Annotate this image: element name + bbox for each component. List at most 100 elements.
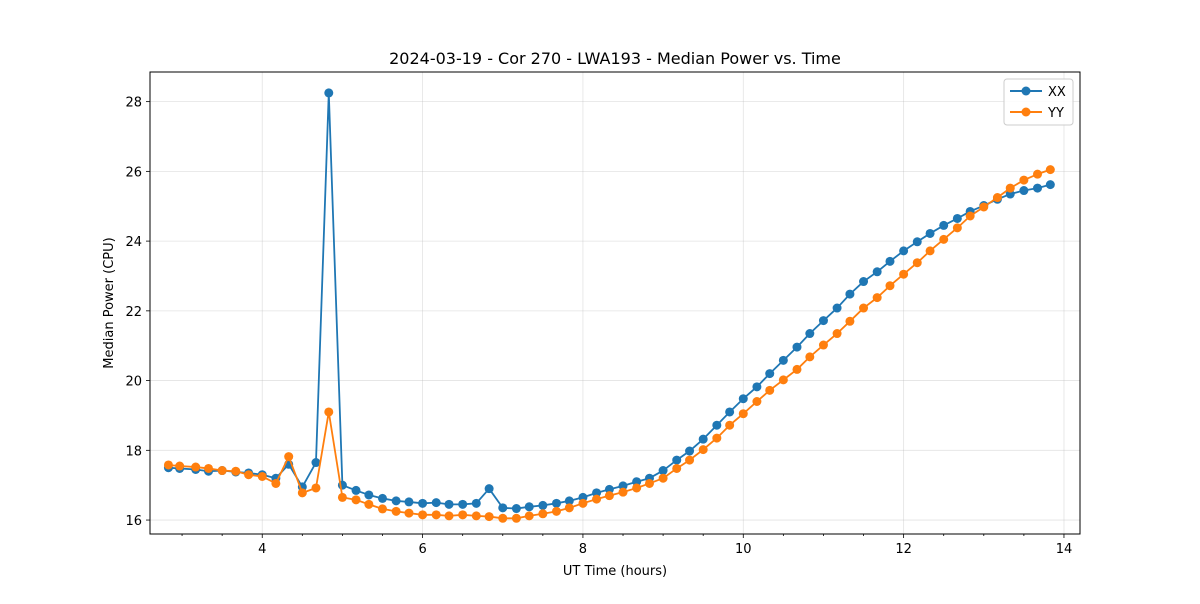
x-tick-label-3: 10 xyxy=(735,542,752,557)
data-point-xx-65 xyxy=(1033,183,1043,193)
data-point-xx-11 xyxy=(311,458,321,468)
x-tick-label-1: 6 xyxy=(418,542,426,557)
y-tick-label-4: 24 xyxy=(125,235,142,250)
y-axis-label: Median Power (CPU) xyxy=(102,237,117,368)
data-point-xx-47 xyxy=(792,342,802,352)
data-point-xx-49 xyxy=(818,316,828,326)
data-point-yy-29 xyxy=(551,506,561,516)
data-point-yy-42 xyxy=(725,420,735,430)
data-point-xx-41 xyxy=(712,420,722,430)
data-point-xx-24 xyxy=(484,484,494,494)
data-point-xx-57 xyxy=(925,228,935,238)
data-point-xx-59 xyxy=(952,213,962,223)
data-point-yy-51 xyxy=(845,316,855,326)
data-point-yy-38 xyxy=(672,463,682,473)
data-point-xx-21 xyxy=(444,499,454,509)
legend: XX YY xyxy=(1003,78,1074,126)
data-point-xx-34 xyxy=(618,481,628,491)
data-point-yy-48 xyxy=(805,352,815,362)
data-point-xx-29 xyxy=(551,498,561,508)
chart-title: 2024-03-19 - Cor 270 - LWA193 - Median P… xyxy=(389,49,841,68)
y-tick-label-3: 22 xyxy=(125,305,142,320)
data-point-yy-66 xyxy=(1045,165,1055,175)
data-point-yy-56 xyxy=(912,258,922,268)
data-point-xx-56 xyxy=(912,237,922,247)
data-point-yy-1 xyxy=(175,461,185,471)
data-point-yy-17 xyxy=(391,506,401,516)
data-point-yy-62 xyxy=(992,193,1002,203)
data-point-xx-33 xyxy=(604,484,614,494)
legend-marker-yy xyxy=(1021,107,1031,117)
data-point-xx-14 xyxy=(351,485,361,495)
data-point-yy-45 xyxy=(765,385,775,395)
data-point-xx-44 xyxy=(752,382,762,392)
x-axis-label: UT Time (hours) xyxy=(563,564,667,579)
data-point-yy-50 xyxy=(832,329,842,339)
data-point-xx-45 xyxy=(765,369,775,379)
data-point-yy-26 xyxy=(511,513,521,523)
data-point-xx-52 xyxy=(859,277,869,287)
data-point-yy-16 xyxy=(378,504,387,514)
data-point-yy-12 xyxy=(324,407,334,417)
y-tick-label-0: 16 xyxy=(125,514,142,529)
data-point-yy-4 xyxy=(217,466,227,476)
data-point-yy-43 xyxy=(738,409,748,419)
data-point-yy-27 xyxy=(524,511,534,521)
data-point-yy-31 xyxy=(578,498,588,508)
data-point-xx-15 xyxy=(364,490,374,500)
data-point-yy-59 xyxy=(952,223,962,233)
data-point-xx-18 xyxy=(404,497,414,507)
data-point-yy-53 xyxy=(872,293,882,303)
data-point-yy-58 xyxy=(939,234,949,244)
tick-layer: 4 6 8 10 12 14 16 18 20 22 24 26 28 xyxy=(125,96,1072,557)
data-point-yy-20 xyxy=(431,510,441,520)
legend-marker-xx xyxy=(1021,86,1031,96)
data-point-yy-5 xyxy=(231,466,241,476)
data-point-yy-41 xyxy=(712,433,722,443)
data-point-xx-39 xyxy=(685,446,695,456)
data-point-xx-25 xyxy=(498,503,508,513)
x-tick-label-4: 12 xyxy=(895,542,912,557)
data-point-yy-49 xyxy=(818,340,828,350)
data-point-yy-57 xyxy=(925,246,935,256)
data-point-xx-30 xyxy=(564,496,574,506)
series-layer xyxy=(163,88,1055,523)
legend-label-yy: YY xyxy=(1047,106,1064,121)
data-point-yy-18 xyxy=(404,508,414,518)
data-point-yy-13 xyxy=(337,492,347,502)
data-point-xx-28 xyxy=(538,500,548,510)
data-point-yy-44 xyxy=(752,397,762,406)
data-point-yy-52 xyxy=(859,303,869,313)
data-point-yy-25 xyxy=(498,513,508,523)
plot-frame xyxy=(149,71,1081,535)
data-point-yy-2 xyxy=(191,462,201,472)
x-tick-label-2: 8 xyxy=(579,542,587,557)
data-point-xx-16 xyxy=(378,493,387,503)
data-point-yy-11 xyxy=(311,483,321,493)
data-point-yy-35 xyxy=(632,483,642,493)
data-point-yy-6 xyxy=(244,470,254,480)
data-point-yy-30 xyxy=(564,503,574,513)
data-point-yy-23 xyxy=(471,511,481,521)
data-point-xx-64 xyxy=(1019,186,1029,196)
data-point-xx-46 xyxy=(778,355,788,365)
data-point-xx-38 xyxy=(672,455,682,465)
data-point-yy-22 xyxy=(458,510,468,520)
data-point-xx-50 xyxy=(832,303,842,313)
data-point-yy-37 xyxy=(658,473,668,483)
data-point-xx-53 xyxy=(872,267,882,277)
data-point-xx-51 xyxy=(845,289,855,299)
data-point-xx-19 xyxy=(418,498,428,508)
data-point-xx-58 xyxy=(939,220,949,230)
data-point-xx-66 xyxy=(1045,180,1055,190)
data-point-xx-27 xyxy=(524,502,534,512)
data-point-yy-33 xyxy=(604,491,614,501)
data-point-xx-20 xyxy=(431,498,441,508)
data-point-xx-37 xyxy=(658,466,668,476)
y-tick-label-2: 20 xyxy=(125,375,142,390)
data-point-yy-24 xyxy=(484,512,494,522)
data-point-yy-28 xyxy=(538,509,548,519)
data-point-xx-48 xyxy=(805,329,815,339)
data-point-xx-35 xyxy=(632,477,642,487)
